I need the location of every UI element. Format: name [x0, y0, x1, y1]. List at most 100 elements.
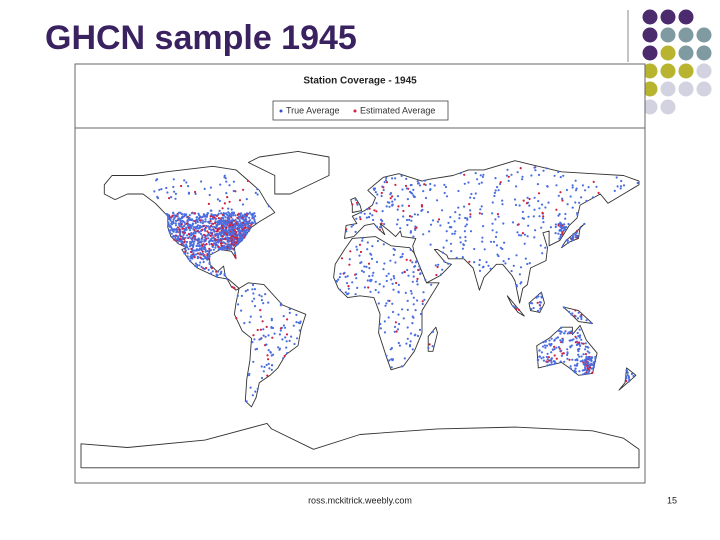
station-dot: [463, 173, 466, 176]
station-dot: [398, 344, 401, 347]
station-dot: [514, 203, 518, 207]
station-dot: [499, 181, 502, 184]
station-dot: [383, 320, 386, 323]
station-dot: [504, 262, 507, 265]
station-dot: [495, 244, 499, 247]
station-dot: [216, 270, 220, 273]
station-dot: [564, 217, 567, 220]
station-dot: [421, 302, 424, 306]
station-dot: [385, 176, 388, 179]
station-dot: [552, 360, 555, 363]
station-dot: [382, 186, 385, 189]
station-dot: [223, 245, 226, 248]
station-dot: [415, 260, 418, 263]
station-dot: [251, 300, 254, 303]
station-dot: [348, 263, 351, 266]
station-dot: [234, 227, 237, 230]
station-dot: [546, 352, 549, 355]
station-dot: [434, 264, 437, 267]
station-dot: [220, 212, 223, 215]
station-dot: [591, 371, 594, 374]
station-dot: [153, 190, 156, 193]
station-dot: [361, 239, 364, 242]
station-dot: [366, 241, 369, 244]
station-dot: [581, 369, 584, 372]
station-dot: [278, 333, 281, 336]
station-dot: [409, 289, 413, 293]
station-dot: [191, 257, 194, 260]
station-dot: [520, 234, 523, 237]
station-dot: [176, 214, 179, 217]
station-dot: [412, 271, 415, 274]
station-dot: [542, 356, 545, 359]
station-dot: [277, 346, 280, 349]
station-dot: [473, 247, 476, 251]
station-dot: [266, 374, 269, 377]
station-dot: [218, 223, 221, 226]
station-dot: [363, 212, 366, 215]
station-dot: [559, 223, 562, 226]
station-dot: [185, 228, 188, 231]
station-dot: [183, 213, 186, 216]
station-dot: [199, 221, 202, 224]
station-dot: [560, 330, 563, 333]
station-dot: [186, 234, 189, 237]
station-dot: [176, 226, 179, 229]
stations: [153, 166, 639, 403]
station-dot: [286, 352, 289, 355]
station-dot: [528, 197, 531, 201]
station-dot: [385, 279, 388, 283]
station-dot: [226, 243, 229, 246]
station-dot: [256, 387, 259, 390]
station-dot: [259, 337, 262, 340]
station-dot: [395, 330, 398, 333]
station-dot: [375, 225, 378, 228]
station-dot: [579, 334, 582, 337]
station-dot: [553, 354, 556, 357]
station-dot: [216, 233, 219, 236]
station-dot: [254, 191, 257, 194]
station-dot: [588, 358, 591, 361]
station-dot: [229, 223, 232, 226]
station-dot: [383, 223, 386, 226]
station-dot: [563, 223, 566, 226]
station-dot: [211, 234, 214, 237]
station-dot: [359, 218, 362, 221]
station-dot: [578, 336, 582, 339]
station-dot: [592, 180, 595, 183]
station-dot: [550, 358, 553, 361]
station-dot: [218, 219, 221, 222]
station-dot: [296, 337, 299, 340]
station-dot: [568, 310, 571, 313]
station-dot: [584, 353, 588, 356]
station-dot: [422, 233, 425, 236]
station-dot: [218, 209, 221, 212]
station-dot: [211, 252, 214, 255]
station-dot: [441, 268, 444, 271]
station-dot: [429, 223, 433, 226]
station-dot: [375, 210, 378, 213]
station-dot: [168, 229, 171, 232]
station-dot: [586, 345, 589, 348]
station-dot: [222, 221, 225, 224]
station-dot: [213, 242, 216, 245]
station-dot: [198, 214, 201, 217]
station-dot: [578, 347, 581, 350]
station-dot: [584, 348, 587, 351]
station-dot: [253, 220, 256, 223]
station-dot: [587, 356, 590, 360]
station-dot: [256, 328, 259, 332]
station-dot: [570, 344, 573, 347]
station-dot: [424, 196, 428, 200]
station-dot: [196, 263, 199, 267]
station-dot: [199, 251, 202, 255]
station-dot: [418, 184, 422, 187]
station-dot: [521, 178, 524, 181]
station-dot: [393, 330, 396, 333]
station-dot: [540, 292, 543, 295]
station-dot: [544, 206, 547, 209]
station-dot: [397, 291, 400, 294]
station-dot: [234, 232, 237, 236]
station-dot: [478, 212, 481, 215]
station-dot: [559, 176, 562, 179]
